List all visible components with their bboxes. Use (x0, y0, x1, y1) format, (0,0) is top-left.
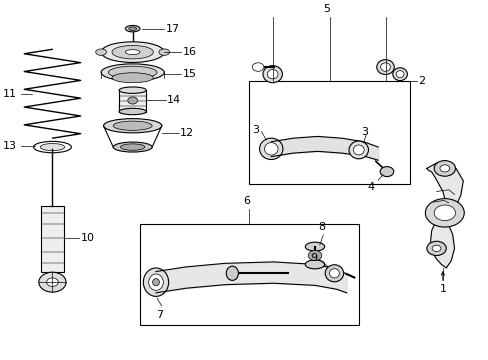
Text: 2: 2 (418, 76, 425, 86)
Ellipse shape (353, 145, 364, 155)
Ellipse shape (119, 87, 146, 93)
Text: 8: 8 (317, 222, 324, 232)
Ellipse shape (112, 45, 153, 59)
Circle shape (379, 167, 393, 176)
Text: 1: 1 (439, 284, 446, 294)
Ellipse shape (392, 68, 407, 81)
Ellipse shape (125, 26, 140, 32)
Ellipse shape (120, 144, 144, 150)
Text: 13: 13 (2, 141, 16, 151)
Ellipse shape (128, 27, 136, 31)
Circle shape (433, 161, 455, 176)
Ellipse shape (96, 49, 106, 55)
Ellipse shape (101, 64, 164, 81)
Ellipse shape (325, 265, 343, 282)
Text: 17: 17 (165, 24, 180, 34)
Ellipse shape (264, 143, 278, 155)
Text: 4: 4 (366, 182, 374, 192)
Ellipse shape (267, 69, 278, 79)
Ellipse shape (305, 260, 324, 269)
Ellipse shape (376, 60, 393, 75)
Text: 16: 16 (183, 47, 196, 57)
Text: 12: 12 (180, 128, 194, 138)
Bar (41, 206, 63, 271)
Ellipse shape (329, 269, 339, 278)
Circle shape (433, 205, 455, 221)
Text: 6: 6 (243, 197, 250, 206)
Ellipse shape (119, 108, 146, 115)
Circle shape (46, 278, 58, 287)
Ellipse shape (152, 279, 159, 286)
Circle shape (252, 63, 264, 71)
Text: 15: 15 (183, 69, 196, 79)
Ellipse shape (40, 144, 64, 150)
Text: 3: 3 (251, 125, 258, 135)
Ellipse shape (380, 63, 389, 71)
Ellipse shape (263, 66, 282, 83)
Circle shape (431, 245, 440, 252)
Ellipse shape (159, 49, 169, 55)
Text: 9: 9 (310, 253, 317, 264)
Ellipse shape (113, 142, 152, 152)
Circle shape (439, 165, 449, 172)
Bar (140, 224, 358, 325)
Text: 5: 5 (323, 4, 330, 14)
Ellipse shape (305, 242, 324, 251)
Ellipse shape (113, 121, 152, 130)
Text: 14: 14 (167, 95, 181, 105)
Ellipse shape (395, 71, 403, 78)
Ellipse shape (108, 66, 157, 78)
Ellipse shape (259, 138, 283, 159)
Circle shape (39, 272, 66, 292)
Circle shape (307, 251, 321, 261)
Text: 7: 7 (156, 310, 163, 320)
Circle shape (425, 199, 463, 227)
Ellipse shape (226, 266, 238, 280)
Text: 11: 11 (2, 89, 16, 99)
Ellipse shape (148, 274, 163, 291)
Ellipse shape (33, 141, 71, 153)
Circle shape (127, 97, 137, 104)
Ellipse shape (101, 42, 164, 62)
Ellipse shape (143, 268, 168, 296)
Text: 3: 3 (361, 127, 368, 138)
Bar (249, 81, 409, 184)
Bar (119, 90, 146, 112)
Ellipse shape (348, 141, 368, 159)
Circle shape (426, 241, 446, 256)
Ellipse shape (103, 119, 162, 133)
Ellipse shape (125, 50, 140, 55)
Text: 10: 10 (81, 233, 95, 243)
Polygon shape (426, 163, 462, 268)
Ellipse shape (112, 73, 153, 83)
